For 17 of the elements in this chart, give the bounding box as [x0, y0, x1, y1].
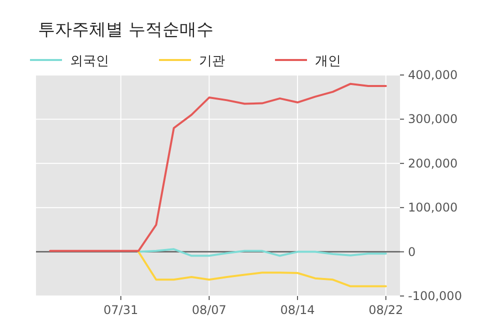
legend-label: 개인: [315, 54, 341, 69]
line-series: [137, 250, 387, 288]
legend-label: 기관: [199, 54, 225, 69]
line-series: [137, 248, 387, 257]
x-tick-label: 08/07: [192, 303, 226, 317]
y-tick-label: 0: [408, 244, 416, 259]
y-tick-label: 400,000: [408, 68, 458, 82]
x-tick-label: 08/22: [368, 303, 404, 317]
y-tick-label: -100,000: [408, 289, 462, 303]
x-tick-label: 08/14: [280, 303, 315, 317]
chart-title: 투자주체별 누적순매수: [38, 20, 214, 40]
y-tick-label: 300,000: [408, 112, 458, 126]
y-tick-label: 200,000: [408, 156, 458, 170]
line-series: [49, 82, 387, 252]
y-tick-label: 100,000: [408, 200, 458, 215]
x-tick-label: 07/31: [104, 303, 138, 317]
legend-label: 외국인: [70, 54, 109, 69]
